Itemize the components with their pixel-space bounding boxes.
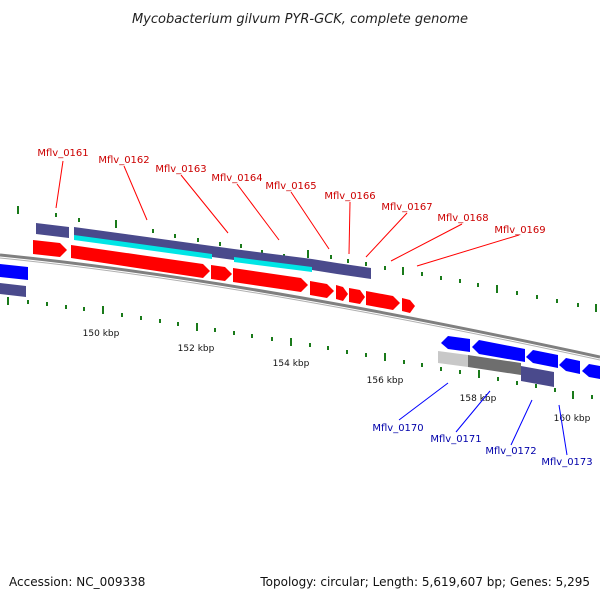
gene-label-rev: Mflv_0172 [485, 446, 536, 457]
backbone [0, 253, 600, 361]
pseudo-feature-light [438, 351, 468, 367]
gene-label-rev: Mflv_0170 [372, 423, 423, 434]
cds-feature [0, 283, 26, 297]
gene-label-fwd: Mflv_0168 [437, 213, 488, 224]
gene-arrow-fwd [211, 265, 232, 281]
scale-label: 152 kbp [178, 344, 215, 354]
scale-labels: 150 kbp 152 kbp 154 kbp 156 kbp 158 kbp … [83, 329, 591, 424]
gene-arrow-rev [0, 264, 28, 280]
gene-label-fwd: Mflv_0162 [98, 155, 149, 166]
label-leader [55, 160, 64, 209]
map-title: Mycobacterium gilvum PYR-GCK, complete g… [132, 12, 468, 27]
reverse-labels: Mflv_0170 Mflv_0171 Mflv_0172 Mflv_0173 [372, 423, 592, 468]
gene-arrow-fwd [402, 298, 415, 313]
label-leader [416, 234, 520, 267]
gene-label-fwd: Mflv_0167 [381, 202, 432, 213]
rna-feature [74, 235, 212, 259]
gene-arrow-fwd [233, 268, 308, 292]
gene-arrow-fwd [33, 240, 67, 257]
gene-label-fwd: Mflv_0166 [324, 191, 375, 202]
label-leader [365, 212, 408, 258]
gene-label-fwd: Mflv_0161 [37, 148, 88, 159]
scale-label: 158 kbp [460, 394, 497, 404]
label-leader [510, 399, 533, 446]
reverse-gene-track [441, 336, 600, 379]
label-leader [290, 191, 330, 250]
gene-arrow-rev [441, 336, 470, 352]
label-leader [390, 223, 463, 262]
inner-ticks [7, 297, 593, 399]
rna-track [74, 235, 312, 272]
pseudo-feature-dark [468, 355, 521, 375]
pseudo-track [438, 351, 554, 387]
gene-arrow-fwd [71, 245, 210, 278]
gene-arrow-fwd [349, 288, 365, 304]
accession-text: Accession: NC_009338 [9, 575, 145, 589]
gene-arrow-rev [526, 350, 558, 368]
gene-arrow-fwd [366, 291, 400, 310]
scale-label: 154 kbp [273, 359, 310, 369]
gene-label-fwd: Mflv_0164 [211, 173, 262, 184]
label-leader [348, 201, 351, 255]
gene-arrow-rev [582, 364, 600, 379]
label-leader [123, 165, 148, 221]
reverse-gene-track-left [0, 264, 28, 297]
forward-gene-track [33, 240, 415, 313]
cds-feature [212, 246, 234, 260]
gene-label-fwd: Mflv_0163 [155, 164, 206, 175]
cds-feature [521, 366, 554, 387]
backbone-inner-edge [0, 257, 600, 361]
gene-label-fwd: Mflv_0169 [494, 225, 545, 236]
label-leader [180, 174, 229, 234]
gene-arrow-rev [472, 340, 525, 362]
rna-feature [234, 257, 312, 272]
label-leader [236, 183, 280, 241]
label-leader [558, 404, 568, 456]
forward-label-leaders [55, 160, 520, 267]
cds-feature [312, 259, 337, 274]
gene-label-fwd: Mflv_0165 [265, 181, 316, 192]
reverse-label-leaders [398, 382, 568, 456]
outer-ticks [17, 206, 597, 312]
gene-label-rev: Mflv_0173 [541, 457, 592, 468]
cds-feature [337, 263, 371, 279]
scale-label: 150 kbp [83, 329, 120, 339]
scale-label: 156 kbp [367, 376, 404, 386]
label-leader [398, 382, 449, 421]
cds-feature [36, 223, 69, 238]
genome-summary-text: Topology: circular; Length: 5,619,607 bp… [259, 575, 590, 589]
label-leader [455, 390, 491, 433]
gene-arrow-rev [559, 358, 580, 374]
scale-label: 160 kbp [554, 414, 591, 424]
gene-label-rev: Mflv_0171 [430, 434, 481, 445]
gene-arrow-fwd [310, 281, 334, 298]
backbone-outer-edge [0, 253, 600, 359]
gene-arrow-fwd [336, 285, 348, 301]
forward-labels: Mflv_0161 Mflv_0162 Mflv_0163 Mflv_0164 … [37, 148, 545, 236]
